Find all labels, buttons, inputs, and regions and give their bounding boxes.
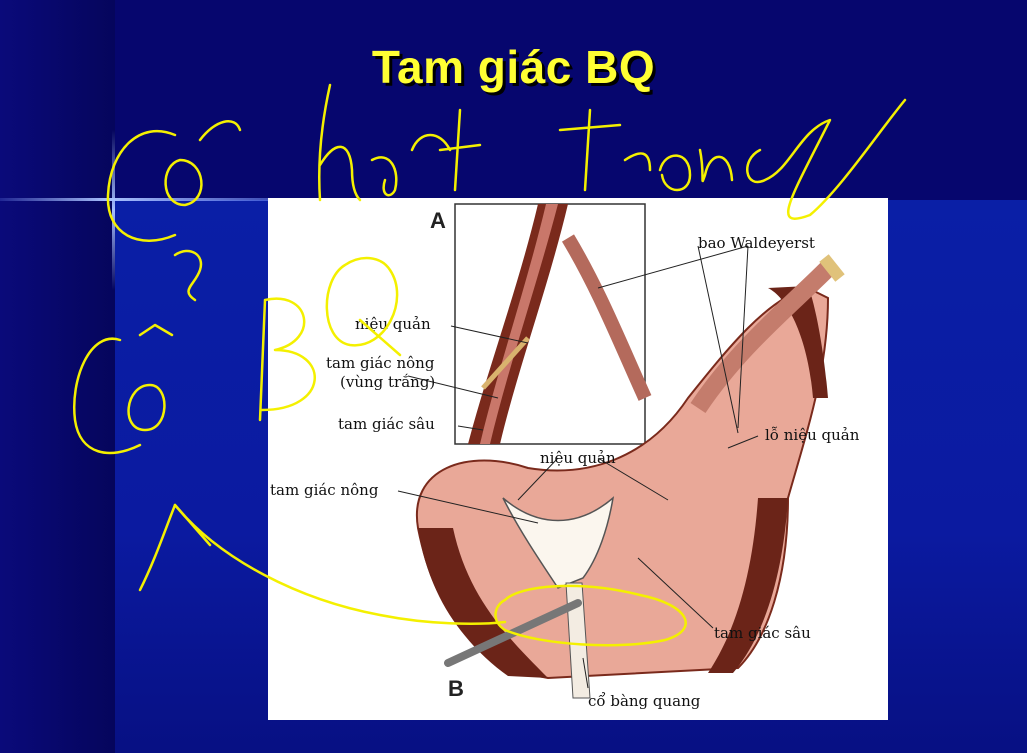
decorative-vertical-line xyxy=(112,130,115,290)
ink-horn xyxy=(198,120,242,142)
panel-a-ureter-end xyxy=(481,336,530,390)
label-tam-giac-sau-b: tam giác sâu xyxy=(714,624,811,642)
slide-title: Tam giác BQ xyxy=(371,41,656,93)
label-bao-waldeyer: bao Waldeyerst xyxy=(698,234,815,252)
slide-background-left xyxy=(0,0,115,753)
label-tam-giac-nong-a: tam giác nông xyxy=(326,354,435,372)
panel-a-lumen xyxy=(480,204,558,444)
label-tam-giac-nong-b: tam giác nông xyxy=(270,481,379,499)
decorative-horizontal-line xyxy=(0,198,270,201)
panel-a-ureter xyxy=(561,234,652,401)
ureter-wall-right xyxy=(768,286,828,398)
panel-a-letter: A xyxy=(430,208,446,233)
panel-b-ureter xyxy=(690,261,835,413)
panel-b-letter: B xyxy=(448,676,464,701)
label-nieu-quan-b: niệu quản xyxy=(540,449,616,467)
ureter-tip xyxy=(819,254,845,282)
bladder-wall-right xyxy=(708,498,788,673)
label-co-bang-quang: cổ bàng quang xyxy=(588,692,701,710)
leader-lines xyxy=(397,245,759,689)
label-vung-trang: (vùng trắng) xyxy=(340,373,436,391)
anatomy-figure: A B bao Waldeyerst niệu quản tam giác nô… xyxy=(268,198,888,720)
label-nieu-quan-a: niệu quản xyxy=(355,315,431,333)
label-lo-nieu-quan: lỗ niệu quản xyxy=(765,426,860,444)
label-tam-giac-sau-a: tam giác sâu xyxy=(338,415,435,433)
trigone-superficial xyxy=(502,496,615,589)
